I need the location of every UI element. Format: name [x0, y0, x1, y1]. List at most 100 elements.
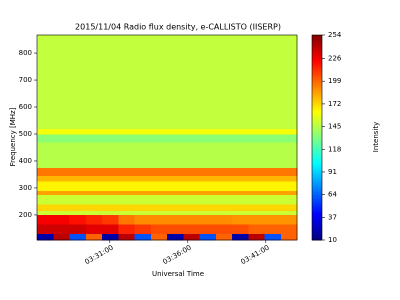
- colorbar-swatch: [312, 176, 322, 179]
- heatmap-cell: [232, 181, 249, 191]
- colorbar-swatch: [312, 64, 322, 67]
- plot-frame: [36, 34, 298, 241]
- heatmap-cell: [134, 35, 152, 129]
- heatmap-cell: [53, 224, 70, 235]
- heatmap-cell: [183, 133, 200, 143]
- heatmap-cell: [69, 167, 87, 177]
- chart-title: 2015/11/04 Radio flux density, e-CALLIST…: [75, 23, 281, 32]
- colorbar-swatch: [312, 236, 322, 239]
- heatmap-cell: [118, 175, 135, 182]
- heatmap-cell: [248, 175, 265, 182]
- colorbar-swatch: [312, 222, 322, 226]
- heatmap-cell: [199, 210, 217, 216]
- heatmap-cell: [232, 194, 249, 205]
- colorbar-swatch: [312, 117, 322, 120]
- heatmap-cell: [134, 224, 152, 235]
- colorbar-tick-label: 91: [328, 168, 337, 176]
- heatmap-cell: [215, 214, 233, 225]
- colorbar-tick-label: 145: [328, 123, 341, 131]
- heatmap-cell: [118, 204, 135, 212]
- heatmap-cell: [199, 175, 217, 182]
- colorbar-swatch: [312, 62, 322, 65]
- colorbar-swatch: [312, 219, 322, 222]
- heatmap-cell: [232, 128, 249, 135]
- heatmap-cell: [37, 175, 54, 182]
- heatmap-cell: [102, 210, 119, 216]
- colorbar-swatch: [312, 149, 322, 152]
- heatmap-cell: [199, 224, 217, 235]
- x-tick-label: 03:36:00: [162, 244, 193, 267]
- heatmap-cell: [85, 128, 103, 135]
- colorbar-swatch: [312, 103, 322, 106]
- heatmap-cell: [118, 224, 135, 235]
- colorbar-swatch: [312, 77, 322, 80]
- heatmap-cell: [199, 35, 217, 129]
- colorbar-swatch: [312, 43, 322, 46]
- colorbar-swatch: [312, 74, 322, 77]
- heatmap-cell: [167, 224, 184, 235]
- heatmap-cell: [118, 35, 135, 129]
- colorbar-swatch: [312, 199, 322, 202]
- heatmap-cell: [69, 233, 87, 241]
- colorbar-tick-label: 172: [328, 100, 341, 108]
- heatmap-cell: [134, 190, 152, 195]
- heatmap-cell: [215, 35, 233, 129]
- colorbar-swatch: [312, 94, 322, 97]
- heatmap-cell: [248, 233, 265, 241]
- heatmap-cell: [53, 133, 70, 143]
- heatmap-cell: [53, 194, 70, 205]
- heatmap-cell: [37, 133, 54, 143]
- heatmap-cell: [37, 142, 54, 169]
- colorbar-swatch: [312, 171, 322, 174]
- heatmap-cell: [37, 214, 54, 225]
- heatmap-cell: [69, 175, 87, 182]
- colorbar-label: Intensity: [372, 122, 380, 152]
- colorbar-swatch: [312, 144, 322, 147]
- heatmap-cell: [248, 167, 265, 177]
- colorbar-swatch: [312, 192, 322, 195]
- heatmap-cell: [215, 190, 233, 195]
- heatmap-cell: [167, 194, 184, 205]
- colorbar-swatch: [312, 50, 322, 53]
- colorbar-swatch: [312, 151, 322, 154]
- colorbar-swatch: [312, 238, 322, 241]
- heatmap-cell: [102, 181, 119, 191]
- heatmap-cell: [264, 181, 282, 191]
- heatmap-cell: [199, 167, 217, 177]
- heatmap-cell: [248, 194, 265, 205]
- heatmap-cell: [37, 128, 54, 135]
- heatmap-cell: [85, 224, 103, 235]
- colorbar-swatch: [312, 135, 322, 138]
- colorbar-swatch: [312, 159, 322, 162]
- heatmap-cell: [53, 233, 70, 241]
- heatmap-cell: [215, 210, 233, 216]
- heatmap-cell: [102, 194, 119, 205]
- heatmap-cell: [167, 128, 184, 135]
- heatmap-cell: [232, 142, 249, 169]
- heatmap-cell: [232, 233, 249, 241]
- y-tick-label: 500: [19, 130, 32, 138]
- heatmap-cell: [37, 224, 54, 235]
- colorbar-swatch: [312, 123, 322, 126]
- heatmap-cell: [150, 175, 168, 182]
- heatmap-cell: [232, 167, 249, 177]
- heatmap-cell: [134, 210, 152, 216]
- colorbar-swatch: [312, 166, 322, 169]
- heatmap-cell: [85, 181, 103, 191]
- colorbar-swatch: [312, 81, 322, 84]
- heatmap-cell: [248, 142, 265, 169]
- heatmap-cell: [183, 224, 200, 235]
- colorbar-swatch: [312, 113, 322, 116]
- heatmap-cell: [264, 194, 282, 205]
- heatmap-cell: [134, 233, 152, 241]
- heatmap-cell: [118, 214, 135, 225]
- colorbar-swatch: [312, 38, 322, 41]
- heatmap-cell: [134, 133, 152, 143]
- heatmap-cell: [232, 214, 249, 225]
- heatmap-cell: [183, 204, 200, 212]
- y-tick-label: 300: [19, 184, 32, 192]
- heatmap-cell: [134, 128, 152, 135]
- heatmap-cell: [134, 175, 152, 182]
- heatmap-cell: [215, 224, 233, 235]
- heatmap-cell: [53, 210, 70, 216]
